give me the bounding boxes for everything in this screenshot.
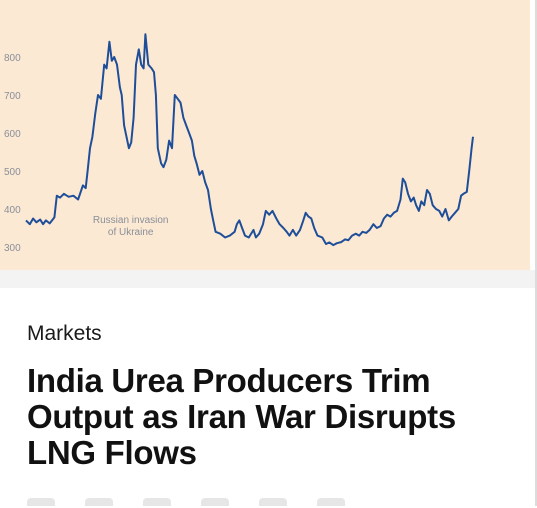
share-row bbox=[27, 498, 447, 508]
series-line bbox=[25, 33, 474, 247]
article-headline[interactable]: India Urea Producers Trim Output as Iran… bbox=[27, 362, 456, 471]
annotation-label: Russian invasion bbox=[93, 215, 169, 226]
y-tick-label: 600 bbox=[4, 129, 21, 140]
chart-panel: 800 700 600 500 400 300 Russian invasion of Ukr… bbox=[0, 0, 530, 270]
y-tick-label: 400 bbox=[4, 205, 21, 216]
y-tick-label: 500 bbox=[4, 167, 21, 178]
share-icon[interactable] bbox=[259, 498, 287, 506]
divider bbox=[0, 270, 537, 288]
y-tick-label: 300 bbox=[4, 243, 21, 254]
y-tick-label: 700 bbox=[4, 91, 21, 102]
share-icon[interactable] bbox=[143, 498, 171, 506]
y-tick-label: 800 bbox=[4, 53, 21, 64]
share-icon[interactable] bbox=[317, 498, 345, 506]
annotation-label: of Ukraine bbox=[108, 227, 154, 238]
share-icon[interactable] bbox=[85, 498, 113, 506]
share-icon[interactable] bbox=[201, 498, 229, 506]
share-icon[interactable] bbox=[27, 498, 55, 506]
scrollbar-track[interactable] bbox=[535, 0, 537, 506]
section-label[interactable]: Markets bbox=[27, 322, 102, 345]
